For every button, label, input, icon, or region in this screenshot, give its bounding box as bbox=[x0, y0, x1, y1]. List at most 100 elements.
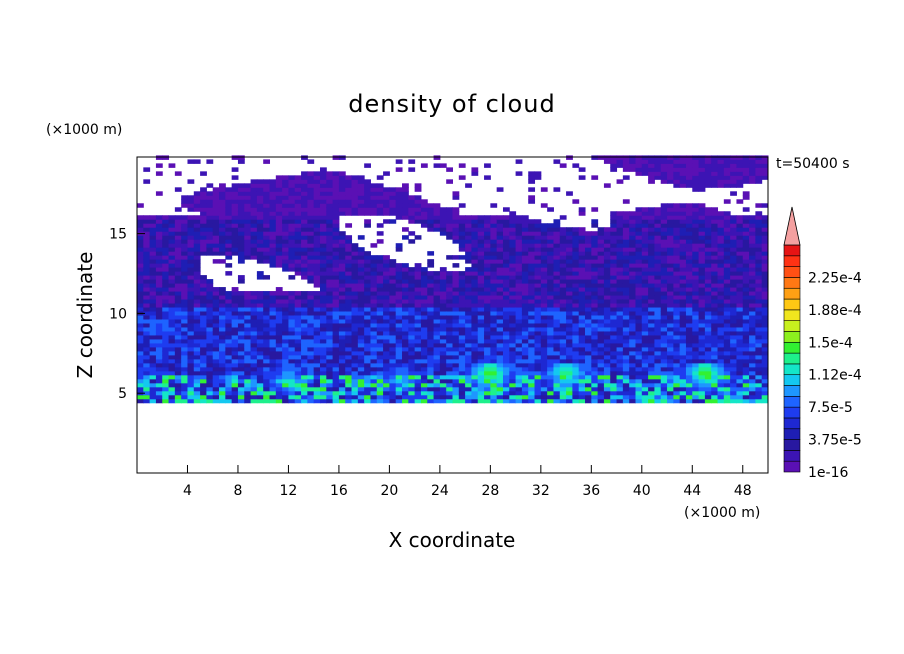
time-label: t=50400 s bbox=[776, 156, 850, 172]
cloud-cell bbox=[231, 247, 239, 252]
cloud-cell bbox=[496, 279, 504, 284]
cloud-cell bbox=[622, 163, 630, 168]
cloud-cell bbox=[256, 386, 264, 392]
cloud-cell bbox=[660, 374, 668, 380]
cloud-cell bbox=[717, 398, 725, 404]
cloud-cell bbox=[685, 378, 693, 384]
cloud-cell bbox=[597, 394, 605, 400]
cloud-cell bbox=[446, 350, 453, 356]
cloud-cell bbox=[730, 350, 737, 356]
cloud-cell bbox=[256, 195, 264, 200]
cloud-cell bbox=[231, 358, 239, 364]
cloud-cell bbox=[673, 394, 681, 400]
cloud-cell bbox=[603, 354, 611, 360]
cloud-cell bbox=[648, 370, 655, 376]
cloud-cell bbox=[193, 366, 201, 372]
cloud-cell bbox=[736, 167, 744, 172]
cloud-cell bbox=[477, 394, 485, 400]
cloud-cell bbox=[452, 338, 460, 344]
cloud-cell bbox=[685, 374, 693, 380]
cloud-cell bbox=[509, 283, 517, 288]
cloud-cell bbox=[326, 287, 334, 292]
cloud-cell bbox=[667, 291, 674, 296]
cloud-cell bbox=[231, 243, 239, 248]
cloud-cell bbox=[143, 239, 151, 244]
cloud-cell bbox=[654, 211, 662, 216]
cloud-cell bbox=[319, 219, 327, 224]
cloud-cell bbox=[181, 342, 188, 348]
cloud-cell bbox=[755, 315, 763, 320]
cloud-cell bbox=[219, 374, 226, 380]
cloud-cell bbox=[237, 394, 245, 400]
cloud-cell bbox=[149, 303, 157, 308]
cloud-cell bbox=[275, 322, 283, 328]
cloud-cell bbox=[534, 386, 542, 392]
cloud-cell bbox=[155, 299, 163, 304]
cloud-cell bbox=[206, 199, 214, 204]
cloud-cell bbox=[414, 187, 422, 192]
cloud-cell bbox=[591, 350, 599, 356]
cloud-cell bbox=[641, 219, 649, 224]
cloud-cell bbox=[137, 227, 144, 232]
cloud-cell bbox=[597, 239, 605, 244]
cloud-cell bbox=[181, 279, 188, 284]
cloud-cell bbox=[730, 215, 737, 220]
cloud-cell bbox=[711, 183, 719, 188]
cloud-cell bbox=[730, 307, 737, 312]
cloud-cell bbox=[294, 211, 302, 216]
cloud-cell bbox=[332, 326, 340, 332]
cloud-cell bbox=[206, 219, 214, 224]
cloud-cell bbox=[667, 259, 674, 264]
cloud-cell bbox=[307, 318, 315, 324]
cloud-cell bbox=[275, 203, 283, 208]
cloud-cell bbox=[528, 223, 536, 228]
cloud-cell bbox=[193, 370, 201, 376]
cloud-cell bbox=[402, 362, 409, 368]
cloud-cell bbox=[149, 394, 157, 400]
cloud-cell bbox=[326, 243, 334, 248]
cloud-cell bbox=[648, 231, 655, 236]
cloud-cell bbox=[143, 251, 151, 256]
cloud-cell bbox=[345, 374, 353, 380]
cloud-cell bbox=[282, 239, 289, 244]
cloud-cell bbox=[622, 259, 630, 264]
cloud-cell bbox=[326, 279, 334, 284]
cloud-cell bbox=[477, 291, 485, 296]
cloud-cell bbox=[736, 307, 744, 312]
cloud-cell bbox=[458, 311, 466, 316]
cloud-cell bbox=[484, 303, 491, 308]
cloud-cell bbox=[667, 287, 674, 292]
cloud-cell bbox=[711, 330, 719, 336]
cloud-cell bbox=[332, 350, 340, 356]
cloud-cell bbox=[540, 362, 548, 368]
cloud-cell bbox=[332, 279, 340, 284]
cloud-cell bbox=[244, 378, 252, 384]
cloud-cell bbox=[389, 311, 397, 316]
cloud-cell bbox=[376, 207, 384, 212]
cloud-cell bbox=[237, 203, 245, 208]
cloud-cell bbox=[433, 354, 441, 360]
cloud-cell bbox=[717, 378, 725, 384]
cloud-cell bbox=[326, 303, 334, 308]
cloud-cell bbox=[332, 175, 340, 180]
cloud-cell bbox=[616, 318, 624, 324]
cloud-cell bbox=[237, 247, 245, 252]
cloud-cell bbox=[578, 354, 586, 360]
cloud-cell bbox=[648, 338, 655, 344]
cloud-cell bbox=[597, 350, 605, 356]
cloud-cell bbox=[635, 219, 643, 224]
cloud-cell bbox=[301, 243, 308, 248]
cloud-cell bbox=[553, 378, 561, 384]
cloud-cell bbox=[301, 334, 308, 340]
cloud-cell bbox=[635, 239, 643, 244]
cloud-cell bbox=[155, 291, 163, 296]
cloud-cell bbox=[484, 315, 491, 320]
cloud-cell bbox=[288, 390, 296, 396]
cloud-cell bbox=[679, 263, 687, 268]
cloud-cell bbox=[616, 279, 624, 284]
cloud-cell bbox=[559, 398, 567, 404]
cloud-cell bbox=[679, 255, 687, 260]
cloud-cell bbox=[269, 179, 277, 184]
cloud-cell bbox=[458, 175, 466, 180]
cloud-cell bbox=[200, 362, 207, 368]
